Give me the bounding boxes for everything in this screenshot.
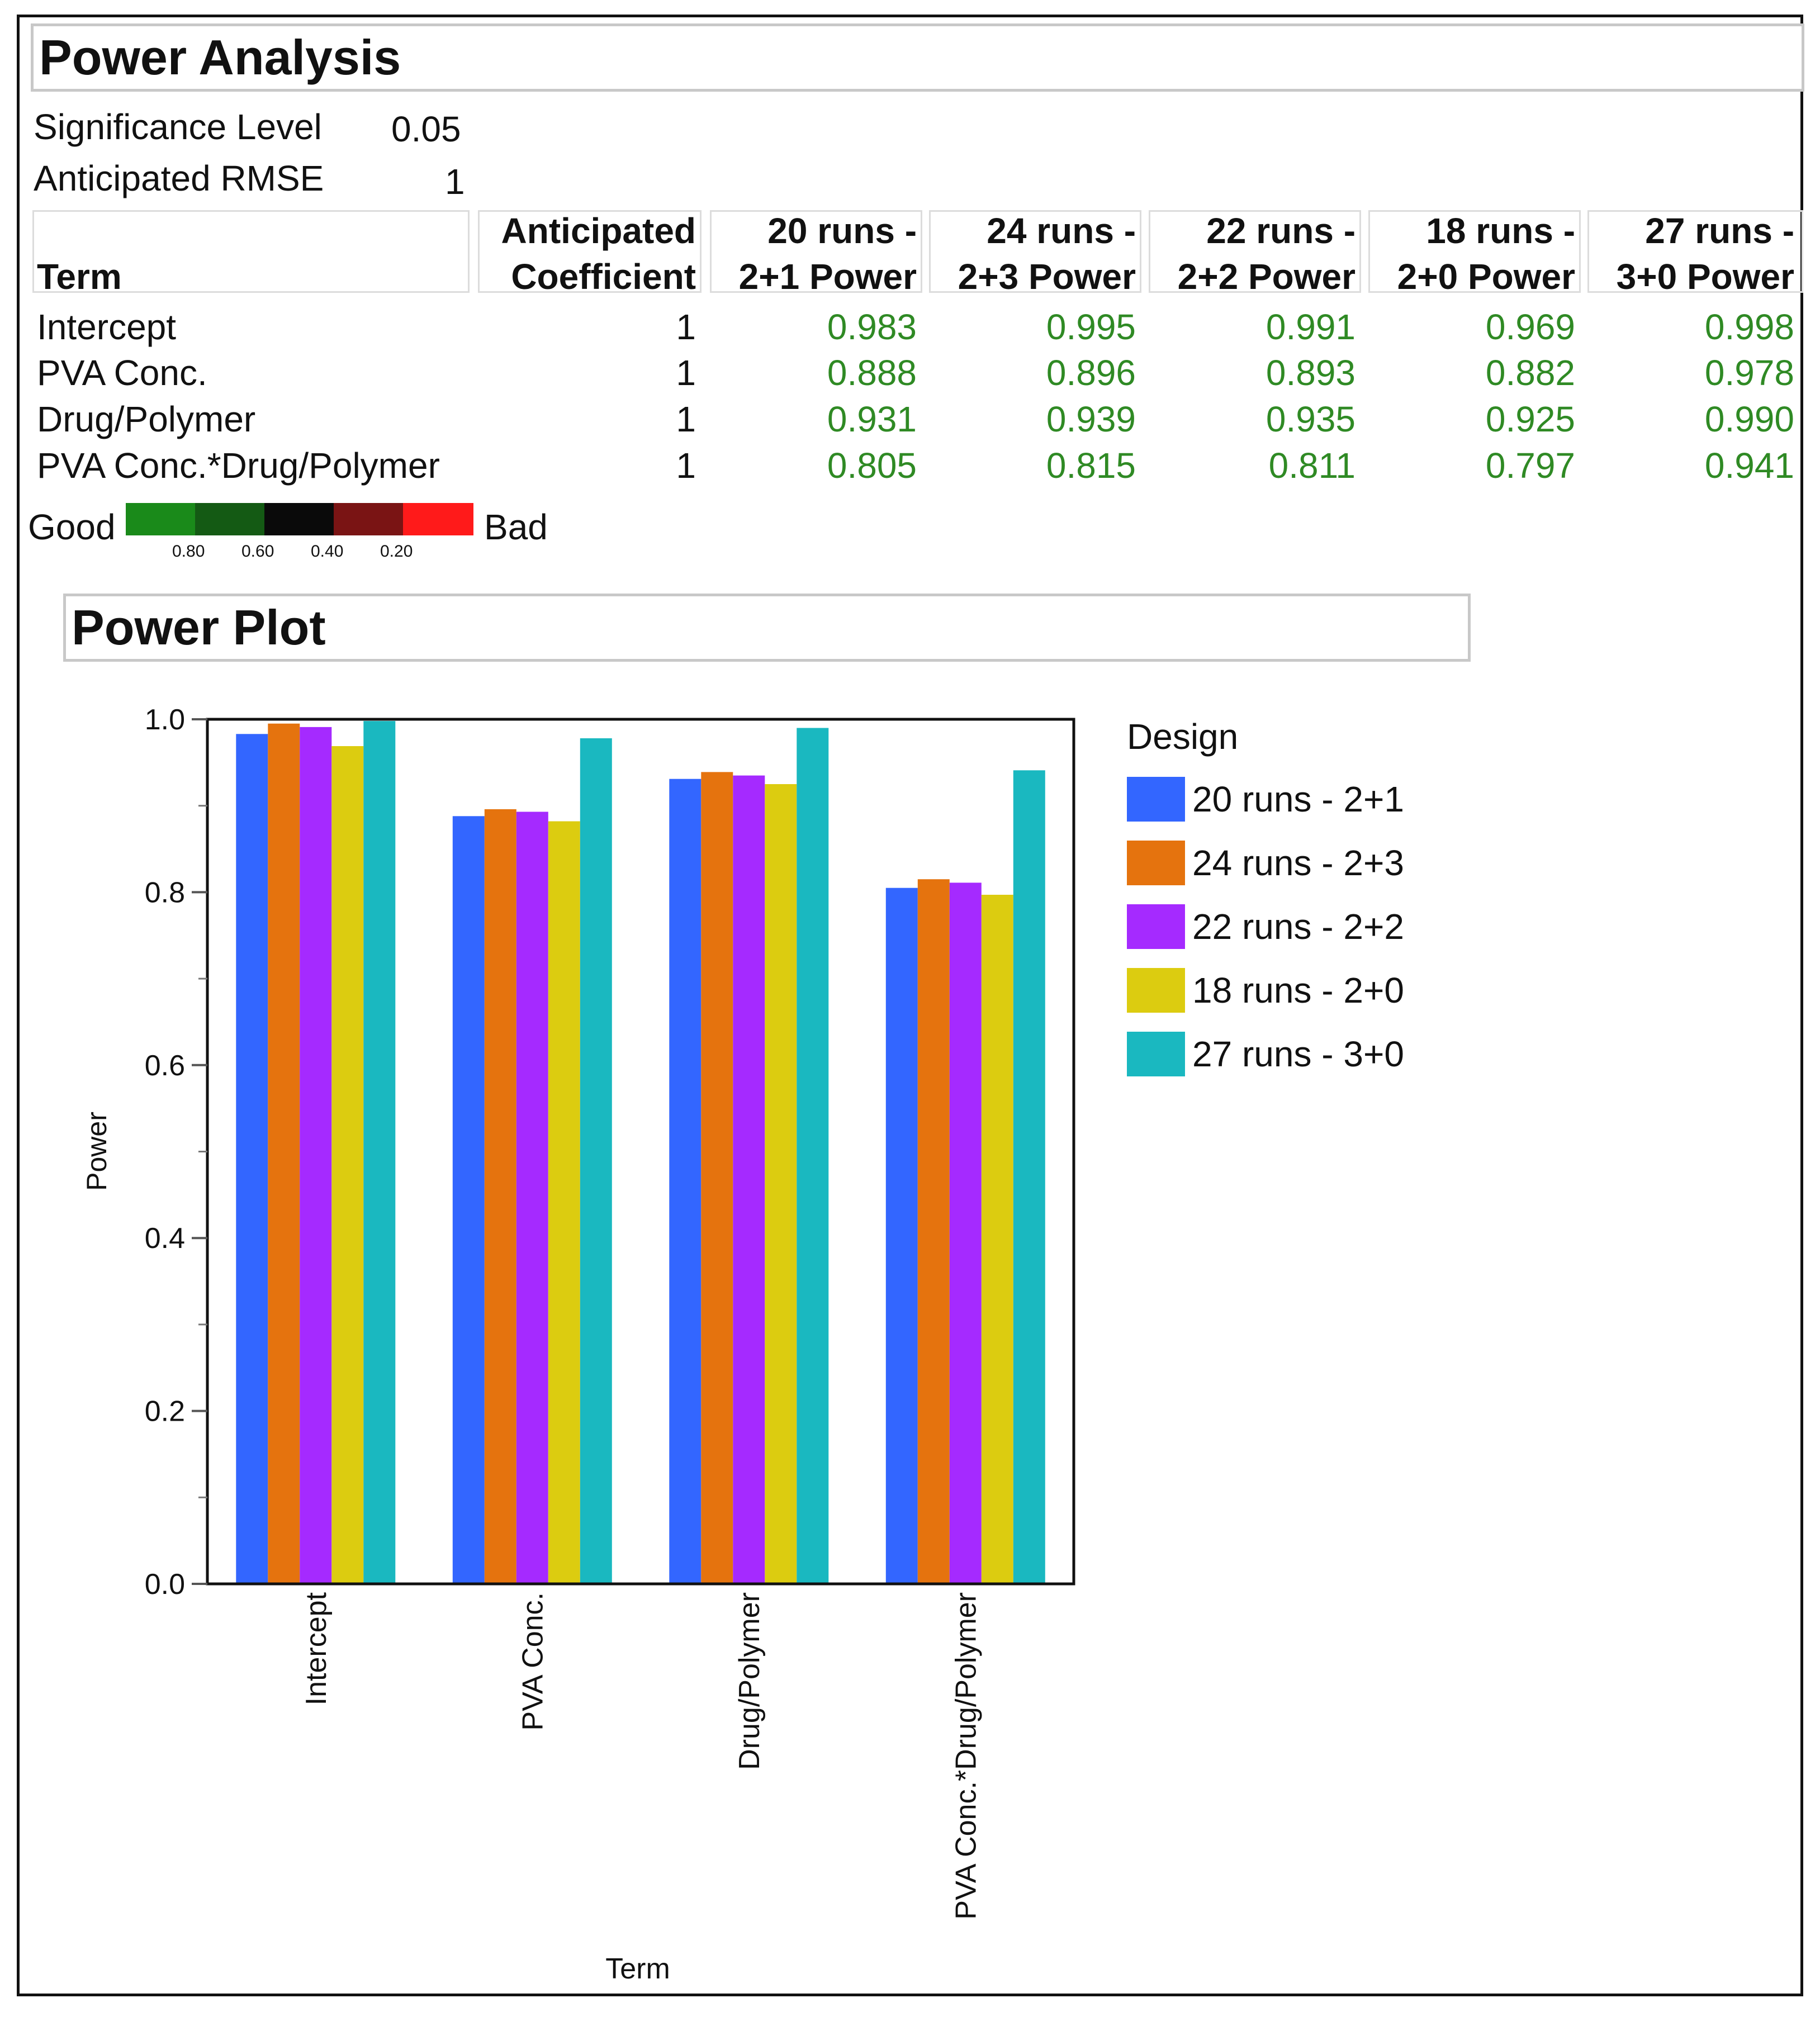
row-term: PVA Conc. — [37, 353, 207, 393]
power-analysis-title: Power Analysis — [39, 30, 401, 85]
column-header-coefficient-bottom[interactable]: Coefficient — [511, 257, 696, 297]
power-value: 0.896 — [1046, 353, 1136, 393]
power-value: 0.941 — [1704, 445, 1794, 486]
column-header-20-runs-top[interactable]: 20 runs - — [767, 211, 917, 251]
column-header-24-runs-top[interactable]: 24 runs - — [987, 211, 1136, 251]
row-coefficient: 1 — [676, 445, 696, 486]
power-value: 0.925 — [1485, 399, 1575, 439]
power-value: 0.995 — [1046, 307, 1136, 347]
row-term: PVA Conc.*Drug/Polymer — [37, 445, 440, 486]
column-header-18-runs-top[interactable]: 18 runs - — [1426, 211, 1575, 251]
row-term: Intercept — [37, 307, 177, 347]
power-value: 0.797 — [1485, 445, 1575, 486]
row-coefficient: 1 — [676, 399, 696, 439]
power-value: 0.939 — [1046, 399, 1136, 439]
table-header-cell — [929, 210, 1141, 293]
table-header-cell — [32, 210, 470, 293]
column-header-22-runs-bottom[interactable]: 2+2 Power — [1177, 257, 1355, 297]
power-value: 0.811 — [1268, 445, 1355, 486]
column-header-24-runs-bottom[interactable]: 2+3 Power — [958, 257, 1136, 297]
power-plot-header[interactable]: Power Plot — [63, 594, 1471, 662]
color-scale-segment — [264, 503, 335, 535]
anticipated-rmse-value[interactable]: 1 — [445, 162, 465, 202]
color-scale-segment — [403, 503, 473, 535]
power-plot-title: Power Plot — [72, 600, 326, 655]
power-value: 0.893 — [1266, 353, 1355, 393]
column-header-18-runs-bottom[interactable]: 2+0 Power — [1397, 257, 1575, 297]
column-header-22-runs-top[interactable]: 22 runs - — [1206, 211, 1355, 251]
row-coefficient: 1 — [676, 307, 696, 347]
column-header-coefficient-top[interactable]: Anticipated — [501, 211, 696, 251]
power-value: 0.969 — [1485, 307, 1575, 347]
column-header-term[interactable]: Term — [37, 257, 122, 297]
table-header-cell — [710, 210, 922, 293]
anticipated-rmse-label: Anticipated RMSE — [34, 158, 324, 198]
table-header-cell — [478, 210, 702, 293]
power-value: 0.983 — [827, 307, 917, 347]
column-header-20-runs-bottom[interactable]: 2+1 Power — [738, 257, 917, 297]
report-frame — [17, 15, 1803, 1996]
significance-level-label: Significance Level — [34, 107, 322, 147]
power-value: 0.978 — [1704, 353, 1794, 393]
power-value: 0.998 — [1704, 307, 1794, 347]
power-value: 0.931 — [827, 399, 917, 439]
table-header-cell — [1587, 210, 1803, 293]
power-value: 0.815 — [1046, 445, 1136, 486]
power-analysis-header[interactable]: Power Analysis — [31, 23, 1804, 92]
color-scale-segment — [334, 503, 404, 535]
color-scale-tick: 0.40 — [311, 542, 344, 561]
power-value: 0.990 — [1704, 399, 1794, 439]
power-value: 0.991 — [1266, 307, 1355, 347]
table-header-cell — [1368, 210, 1581, 293]
bad-label: Bad — [484, 507, 548, 547]
table-header-cell — [1149, 210, 1361, 293]
good-label: Good — [28, 507, 116, 547]
color-scale-bar — [126, 503, 473, 535]
color-scale-tick: 0.80 — [172, 542, 205, 561]
color-scale-segment — [195, 503, 266, 535]
power-value: 0.888 — [827, 353, 917, 393]
power-value: 0.805 — [827, 445, 917, 486]
power-value: 0.935 — [1266, 399, 1355, 439]
power-value: 0.882 — [1485, 353, 1575, 393]
column-header-27-runs-top[interactable]: 27 runs - — [1645, 211, 1794, 251]
color-scale-tick: 0.20 — [380, 542, 413, 561]
color-scale-segment — [126, 503, 196, 535]
row-term: Drug/Polymer — [37, 399, 256, 439]
significance-level-value[interactable]: 0.05 — [391, 109, 461, 149]
row-coefficient: 1 — [676, 353, 696, 393]
column-header-27-runs-bottom[interactable]: 3+0 Power — [1616, 257, 1794, 297]
color-scale-tick: 0.60 — [241, 542, 274, 561]
